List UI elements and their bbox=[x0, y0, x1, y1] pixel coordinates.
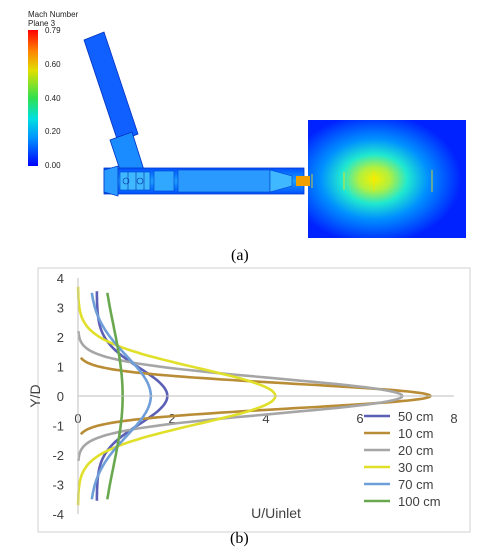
y-tick-label: 2 bbox=[57, 330, 64, 345]
x-tick-label: 8 bbox=[450, 411, 457, 426]
plume-domain bbox=[296, 120, 466, 238]
y-tick-label: -2 bbox=[52, 448, 64, 463]
y-axis-label: Y/D bbox=[27, 384, 43, 407]
y-tick-label: 4 bbox=[57, 271, 64, 286]
legend-label: 10 cm bbox=[398, 426, 433, 441]
y-tick-label: -4 bbox=[52, 507, 64, 522]
caption-b: (b) bbox=[230, 530, 249, 547]
y-tick-label: 1 bbox=[57, 360, 64, 375]
legend-label: 100 cm bbox=[398, 494, 441, 509]
x-tick-label: 6 bbox=[356, 411, 363, 426]
colorbar-subtitle: Plane 3 bbox=[28, 19, 56, 28]
legend-label: 20 cm bbox=[398, 443, 433, 458]
colorbar-tick: 0.40 bbox=[45, 94, 61, 103]
inlet-pipe bbox=[83, 31, 145, 177]
legend-label: 50 cm bbox=[398, 409, 433, 424]
x-tick-label: 4 bbox=[262, 411, 269, 426]
colorbar-tick: 0.20 bbox=[45, 127, 61, 136]
colorbar-tick: 0.60 bbox=[45, 60, 61, 69]
y-tick-label: -1 bbox=[52, 419, 64, 434]
legend: 50 cm 10 cm 20 cm 30 cm 70 cm 100 cm bbox=[364, 409, 441, 509]
legend-label: 70 cm bbox=[398, 477, 433, 492]
caption-a: (a) bbox=[231, 247, 249, 264]
colorbar-tick-min: 0.00 bbox=[45, 161, 61, 170]
y-tick-label: 0 bbox=[57, 389, 64, 404]
combustor-body bbox=[103, 165, 305, 197]
y-tick-label: 3 bbox=[57, 301, 64, 316]
colorbar-title: Mach Number bbox=[28, 10, 79, 19]
colorbar bbox=[28, 30, 38, 166]
legend-label: 30 cm bbox=[398, 460, 433, 475]
x-tick-label: 2 bbox=[168, 411, 175, 426]
x-axis-label: U/Uinlet bbox=[251, 505, 301, 521]
colorbar-tick-max: 0.79 bbox=[45, 26, 61, 35]
y-tick-label: -3 bbox=[52, 478, 64, 493]
cfd-contour-image bbox=[28, 30, 466, 238]
panel-a: Mach Number Plane 3 0.79 0.60 0.40 0.20 … bbox=[0, 0, 478, 270]
